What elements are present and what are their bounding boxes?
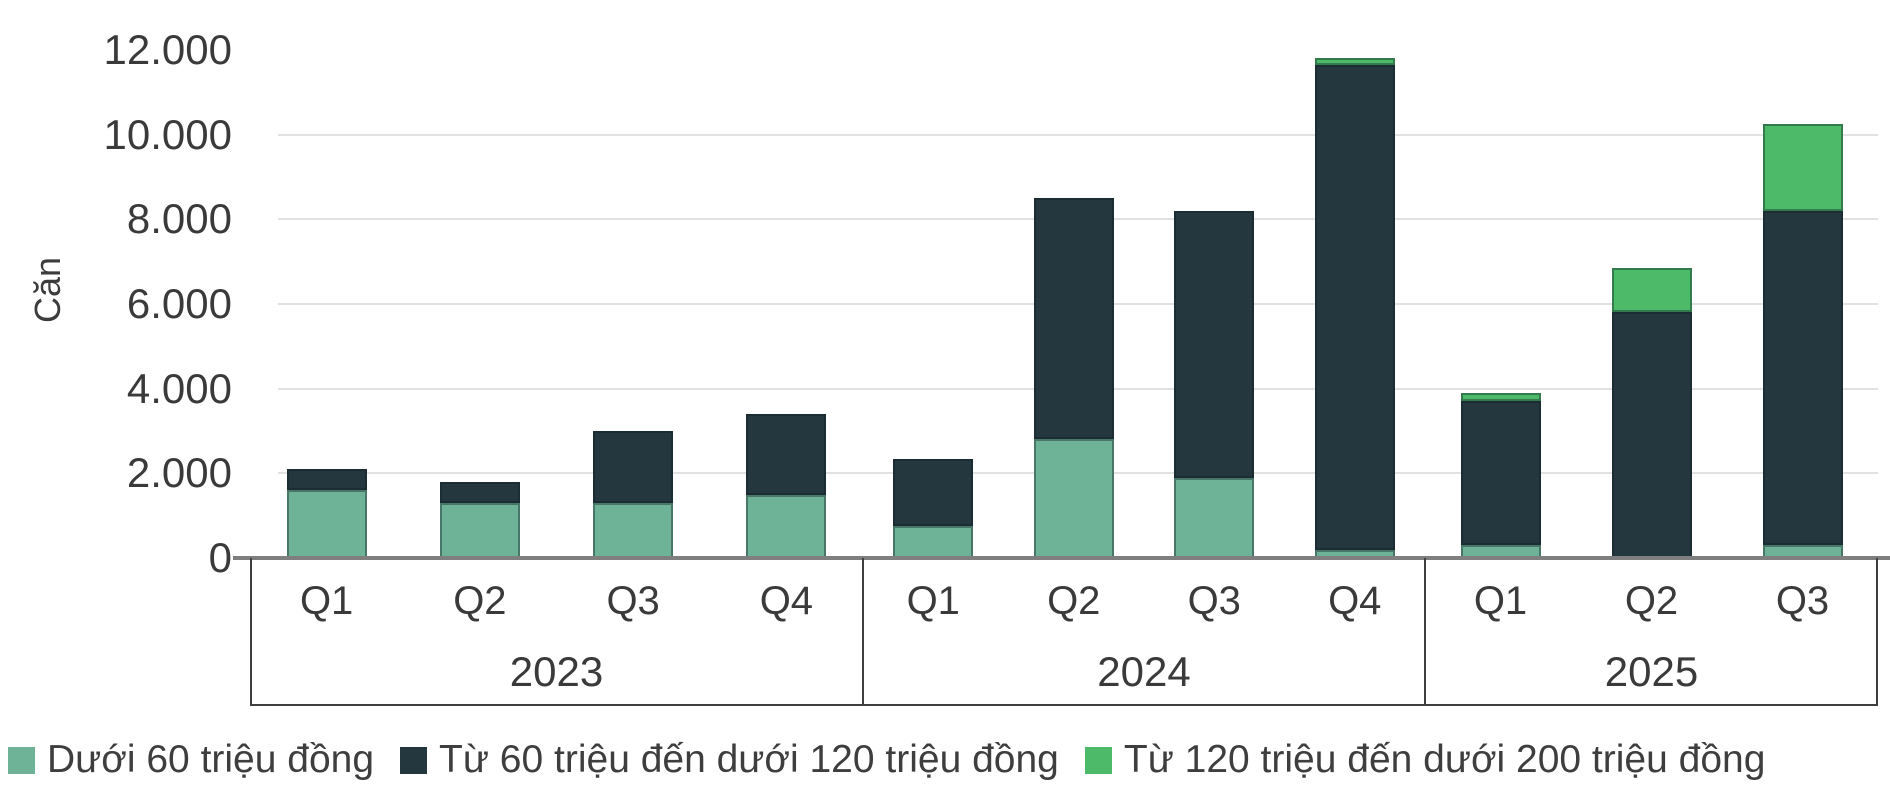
quarter-label-2023-Q1: Q1 xyxy=(299,579,354,623)
legend-swatch-icon xyxy=(8,746,35,774)
bar-segment-2024-Q2 xyxy=(1033,439,1114,558)
bar-segment-2024-Q4 xyxy=(1314,64,1395,550)
y-axis-tick-labels: 0 2.000 4.000 6.000 8.000 10.000 12.000 xyxy=(0,29,232,579)
quarter-label-2025-Q2: Q2 xyxy=(1624,579,1679,623)
x-axis-baseline xyxy=(233,556,1890,560)
legend-label: Từ 60 triệu đến dưới 120 triệu đồng xyxy=(439,738,1059,781)
bar-segment-2023-Q3 xyxy=(593,431,674,503)
bar-segment-2023-Q1 xyxy=(286,490,367,558)
year-group-separator xyxy=(862,558,864,706)
bar-segment-2025-Q1 xyxy=(1460,545,1541,558)
quarter-label-2024-Q3: Q3 xyxy=(1187,579,1241,623)
gridline-10000 xyxy=(278,133,1878,136)
bar-segment-2023-Q1 xyxy=(286,469,367,491)
x-axis-box xyxy=(250,558,1878,706)
y-tick-label: 8.000 xyxy=(126,195,232,243)
legend: Dưới 60 triệu đồng Từ 60 triệu đến dưới 1… xyxy=(8,732,1884,788)
quarter-label-2023-Q4: Q4 xyxy=(759,579,814,623)
legend-label: Dưới 60 triệu đồng xyxy=(47,738,375,781)
legend-swatch-icon xyxy=(1084,746,1112,774)
bar-segment-2023-Q3 xyxy=(593,502,674,558)
bar-segment-2024-Q1 xyxy=(893,458,974,527)
bar-segment-2024-Q3 xyxy=(1174,477,1255,558)
plot-area xyxy=(250,50,1878,558)
quarter-label-2025-Q1: Q1 xyxy=(1473,579,1528,623)
bar-segment-2023-Q4 xyxy=(746,494,827,558)
bar-segment-2025-Q3 xyxy=(1762,545,1843,558)
legend-label: Từ 120 triệu đến dưới 200 triệu đồng xyxy=(1123,738,1766,781)
bar-segment-2025-Q3 xyxy=(1762,124,1843,211)
y-tick-label: 0 xyxy=(208,534,232,581)
legend-item: Dưới 60 triệu đồng xyxy=(8,738,374,782)
bar-segment-2023-Q2 xyxy=(439,481,520,503)
legend-swatch-icon xyxy=(400,746,428,774)
quarter-label-2024-Q1: Q1 xyxy=(906,579,960,623)
bar-segment-2024-Q3 xyxy=(1174,210,1255,478)
y-tick-label: 6.000 xyxy=(126,280,232,327)
year-label-2023: 2023 xyxy=(509,648,604,695)
year-label-2024: 2024 xyxy=(1097,648,1191,695)
y-tick-label: 2.000 xyxy=(126,449,232,497)
quarter-label-2024-Q2: Q2 xyxy=(1047,579,1101,623)
bar-segment-2023-Q4 xyxy=(746,414,827,495)
bar-segment-2025-Q3 xyxy=(1762,210,1843,546)
legend-item: Từ 60 triệu đến dưới 120 triệu đồng xyxy=(400,738,1059,782)
quarter-label-2023-Q2: Q2 xyxy=(453,579,507,623)
year-group-separator xyxy=(1424,558,1426,706)
bar-segment-2024-Q4 xyxy=(1314,58,1395,65)
bar-segment-2024-Q4 xyxy=(1314,549,1395,558)
y-tick-label: 4.000 xyxy=(126,364,232,412)
quarter-label-2025-Q3: Q3 xyxy=(1775,579,1830,623)
y-tick-label: 12.000 xyxy=(103,26,232,73)
quarter-label-2024-Q4: Q4 xyxy=(1328,579,1382,623)
bar-segment-2023-Q2 xyxy=(439,502,520,558)
bar-segment-2024-Q1 xyxy=(893,526,974,558)
quarter-label-2023-Q3: Q3 xyxy=(606,579,660,623)
bar-segment-2025-Q2 xyxy=(1611,268,1692,313)
legend-item: Từ 120 triệu đến dưới 200 triệu đồng xyxy=(1084,738,1766,782)
bar-segment-2024-Q2 xyxy=(1033,198,1114,440)
bar-segment-2025-Q1 xyxy=(1460,401,1541,546)
bar-segment-2025-Q1 xyxy=(1460,392,1541,402)
y-tick-label: 10.000 xyxy=(103,110,232,158)
bar-segment-2025-Q2 xyxy=(1611,312,1692,558)
year-label-2025: 2025 xyxy=(1604,648,1699,695)
